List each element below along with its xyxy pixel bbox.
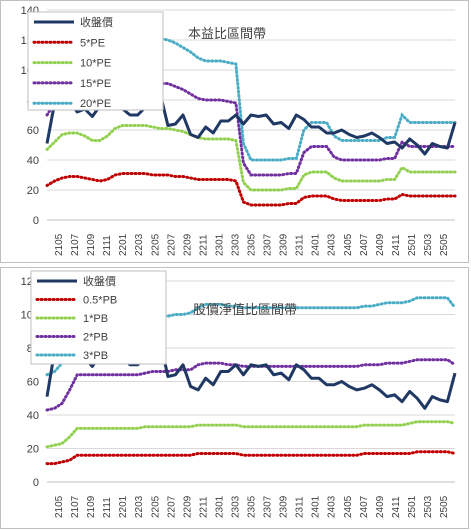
chart-title: 股價淨值比區間帶 <box>193 302 297 317</box>
pe-band-chart: 0204060801001201402105210721092111220122… <box>21 5 457 256</box>
x-tick-label: 2401 <box>311 233 322 256</box>
x-tick-label: 2201 <box>118 495 129 518</box>
y-tick-label: 0 <box>33 215 39 227</box>
x-tick-label: 2211 <box>198 234 209 256</box>
x-tick-label: 2403 <box>327 495 338 518</box>
x-tick-label: 2501 <box>407 233 418 256</box>
x-tick-label: 2111 <box>102 235 113 256</box>
x-tick-label: 2305 <box>247 495 258 518</box>
x-tick-label: 2107 <box>70 495 81 518</box>
x-tick-label: 2203 <box>134 495 145 518</box>
y-tick-label: 0 <box>33 477 39 489</box>
y-tick-label: 20 <box>27 444 39 456</box>
series-line-1 <box>45 172 457 207</box>
x-tick-label: 2105 <box>54 233 65 256</box>
x-tick-label: 2311 <box>295 234 306 256</box>
x-tick-label: 2405 <box>343 495 354 518</box>
x-tick-label: 2201 <box>118 233 129 256</box>
x-tick-label: 2311 <box>295 496 306 518</box>
legend-label: 收盤價 <box>83 274 116 288</box>
x-tick-label: 2111 <box>102 497 113 518</box>
x-tick-label: 2411 <box>391 234 402 256</box>
x-tick-label: 2409 <box>375 233 386 256</box>
x-tick-label: 2403 <box>327 233 338 256</box>
series-line-1 <box>45 450 457 466</box>
x-tick-label: 2309 <box>279 495 290 518</box>
x-tick-label: 2505 <box>439 495 450 518</box>
legend-label: 3*PB <box>83 350 108 362</box>
y-tick-label: 60 <box>27 125 39 137</box>
pe-band-chart-panel: 0204060801001201402105210721092111220122… <box>0 0 469 263</box>
x-tick-label: 2209 <box>182 495 193 518</box>
x-tick-label: 2503 <box>423 233 434 256</box>
y-tick-label: 60 <box>27 377 39 389</box>
series-line-2 <box>45 124 457 192</box>
series-line-2 <box>45 420 457 449</box>
x-tick-label: 2301 <box>214 233 225 256</box>
x-tick-label: 2309 <box>279 233 290 256</box>
x-tick-label: 2303 <box>230 495 241 518</box>
x-tick-label: 2307 <box>263 495 274 518</box>
x-tick-label: 2501 <box>407 495 418 518</box>
legend-label: 5*PE <box>80 37 105 49</box>
x-tick-label: 2107 <box>70 233 81 256</box>
x-tick-label: 2409 <box>375 495 386 518</box>
x-tick-label: 2205 <box>150 495 161 518</box>
x-tick-label: 2207 <box>166 233 177 256</box>
legend-label: 1*PB <box>83 313 108 325</box>
chart-title: 本益比區間帶 <box>188 26 266 41</box>
x-tick-label: 2205 <box>150 233 161 256</box>
y-tick-label: 20 <box>27 185 39 197</box>
legend-label: 10*PE <box>80 58 111 70</box>
x-tick-label: 2105 <box>54 495 65 518</box>
legend-box <box>27 11 164 111</box>
x-tick-label: 2109 <box>86 495 97 518</box>
x-tick-label: 2305 <box>247 233 258 256</box>
x-tick-label: 2307 <box>263 233 274 256</box>
legend-label: 15*PE <box>80 78 111 90</box>
y-tick-label: 40 <box>27 155 39 167</box>
x-tick-label: 2503 <box>423 495 434 518</box>
x-tick-label: 2401 <box>311 495 322 518</box>
x-tick-label: 2211 <box>198 496 209 518</box>
legend-label: 0.5*PB <box>83 295 117 307</box>
x-tick-label: 2407 <box>359 495 370 518</box>
legend-label: 2*PB <box>83 332 108 344</box>
x-tick-label: 2209 <box>182 233 193 256</box>
x-tick-label: 2505 <box>439 233 450 256</box>
x-tick-label: 2207 <box>166 495 177 518</box>
x-tick-label: 2203 <box>134 233 145 256</box>
x-tick-label: 2303 <box>230 233 241 256</box>
legend-label: 收盤價 <box>80 15 113 29</box>
y-tick-label: 40 <box>27 410 39 422</box>
x-tick-label: 2109 <box>86 233 97 256</box>
x-tick-label: 2411 <box>391 496 402 518</box>
x-tick-label: 2405 <box>343 233 354 256</box>
x-tick-label: 2301 <box>214 495 225 518</box>
legend-label: 20*PE <box>80 98 111 110</box>
pb-band-chart: 0204060801001202105210721092111220122032… <box>21 270 457 518</box>
x-tick-label: 2407 <box>359 233 370 256</box>
pb-band-chart-panel: 0204060801001202105210721092111220122032… <box>0 267 469 529</box>
